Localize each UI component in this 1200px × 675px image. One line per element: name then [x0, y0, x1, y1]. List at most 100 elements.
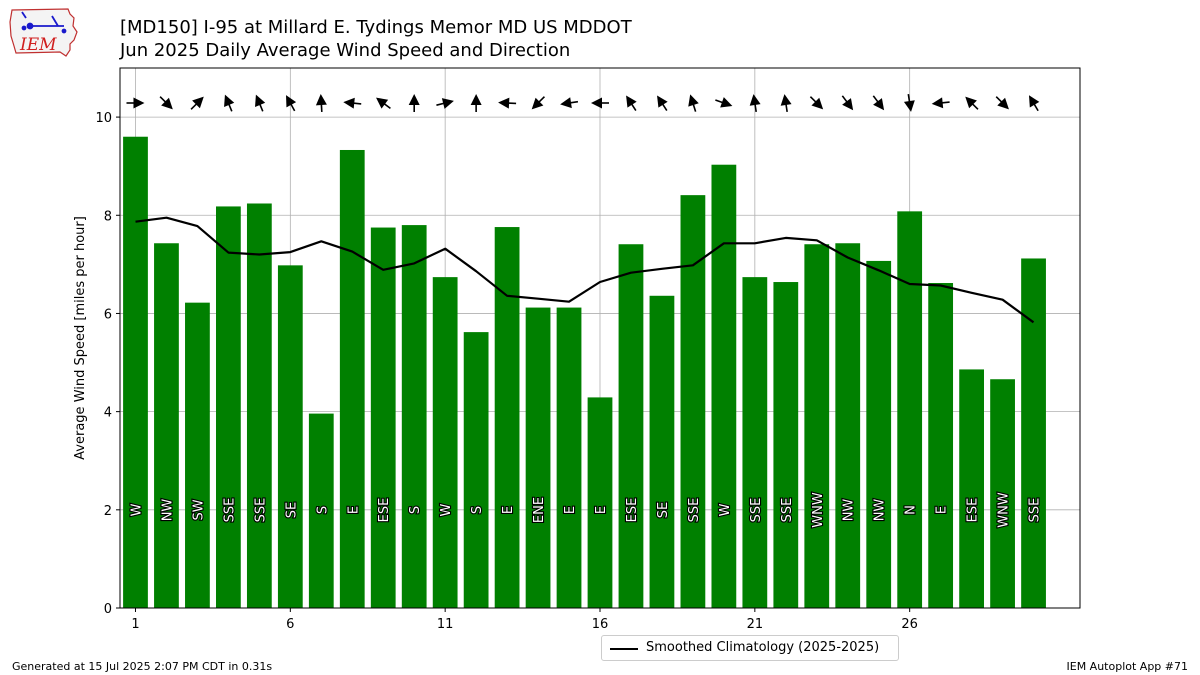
- x-tick-label: 11: [437, 617, 454, 632]
- wind-vector-head: [133, 97, 145, 109]
- direction-label: E: [594, 506, 609, 514]
- wind-vector-arrow: [903, 93, 915, 112]
- wind-vector-arrow: [408, 94, 420, 112]
- bar: [154, 243, 179, 608]
- x-tick-label: 21: [747, 617, 764, 632]
- direction-label: E: [501, 506, 516, 514]
- y-axis: 0 2 4 6 8 10: [95, 111, 120, 617]
- bar: [835, 243, 861, 608]
- wind-vector-head: [376, 97, 389, 109]
- direction-label: SE: [656, 502, 671, 518]
- iem-logo: IEM: [9, 8, 78, 57]
- wind-vector-head: [531, 97, 544, 110]
- wind-vector-head: [657, 95, 668, 108]
- bar: [339, 149, 365, 608]
- bar: [246, 203, 272, 608]
- x-tick-label: 6: [286, 617, 294, 632]
- bar: [494, 227, 520, 608]
- bar: [866, 260, 892, 608]
- wind-vector-head: [931, 97, 944, 109]
- direction-label: NW: [873, 499, 888, 522]
- x-axis: 1 6 11 16 21 26: [131, 608, 918, 632]
- wind-vector-arrow: [872, 95, 885, 111]
- bar: [216, 206, 241, 608]
- bar: [990, 379, 1015, 608]
- bar: [649, 295, 675, 608]
- wind-vector-head: [997, 97, 1009, 110]
- climatology-series-line: [135, 216, 1035, 324]
- wind-vector-head: [903, 100, 915, 112]
- bar: [463, 332, 489, 608]
- x-tick-label: 1: [131, 617, 139, 632]
- wind-vector-arrow: [376, 97, 391, 110]
- wind-vector-arrow: [688, 94, 699, 112]
- wind-vector-head: [441, 98, 454, 109]
- direction-label: NW: [160, 499, 175, 522]
- wind-vector-head: [842, 98, 854, 111]
- bar: [959, 369, 984, 608]
- bar: [308, 413, 334, 608]
- wind-vector-head: [315, 94, 327, 106]
- bar: [401, 225, 427, 608]
- y-tick-label: 8: [104, 209, 112, 224]
- bars: [123, 136, 1046, 609]
- bar: [123, 136, 148, 608]
- logo-text: IEM: [19, 35, 57, 55]
- wind-vector-arrow: [470, 94, 482, 112]
- direction-label: W: [718, 503, 733, 516]
- y-tick-label: 4: [104, 406, 112, 421]
- direction-labels: W NW SW SSE SSE SE S E ESE S W S E ENE E E ESE SE SSE W SSE S…: [128, 491, 1043, 529]
- direction-label: N: [904, 505, 919, 515]
- iowa-state-outline: [9, 8, 78, 57]
- wind-vector-arrow: [315, 94, 327, 113]
- wind-vector-head: [873, 98, 885, 111]
- wind-vector-arrow: [436, 98, 454, 109]
- direction-label: E: [563, 506, 578, 514]
- y-tick-label: 6: [104, 307, 112, 322]
- chart-subtitle: Jun 2025 Daily Average Wind Speed and Di…: [120, 40, 571, 61]
- wind-vector-arrow: [126, 97, 145, 109]
- legend-label: Smoothed Climatology (2025-2025): [646, 640, 880, 655]
- wind-vector-arrow: [498, 97, 517, 109]
- direction-label: ESE: [625, 498, 640, 523]
- direction-label: S: [470, 506, 485, 514]
- direction-label: SSE: [687, 498, 702, 523]
- wind-vector-arrow: [749, 94, 761, 113]
- footer-app: IEM Autoplot App #71: [1066, 660, 1189, 673]
- wind-vector-head: [811, 97, 824, 110]
- direction-label: ESE: [966, 498, 981, 523]
- wind-vector-head: [1028, 95, 1040, 108]
- wind-vector-head: [161, 97, 173, 110]
- wind-vector-arrow: [286, 95, 297, 112]
- direction-label: SSE: [1028, 498, 1043, 523]
- y-tick-label: 10: [95, 111, 112, 126]
- wind-vector-head: [255, 94, 266, 107]
- bar: [277, 265, 303, 608]
- wind-vector-head: [498, 97, 510, 109]
- footer-generated: Generated at 15 Jul 2025 2:07 PM CDT in …: [12, 660, 273, 673]
- bar: [680, 195, 706, 609]
- wind-vector-arrow: [841, 95, 854, 111]
- wind-vector-arrow: [190, 96, 204, 110]
- y-axis-label: Average Wind Speed [miles per hour]: [73, 216, 88, 460]
- wind-vector-head: [626, 95, 637, 108]
- wind-vector-head: [965, 96, 977, 109]
- direction-label: SSE: [253, 498, 268, 523]
- direction-label: W: [439, 503, 454, 516]
- wind-vector-head: [749, 94, 761, 106]
- wind-vector-head: [720, 97, 733, 108]
- wind-vector-arrow: [626, 95, 637, 111]
- bar: [773, 282, 799, 608]
- legend: Smoothed Climatology (2025-2025): [601, 635, 899, 661]
- bar: [1021, 258, 1046, 608]
- x-tick-label: 26: [901, 617, 918, 632]
- wind-vector-head: [192, 96, 204, 109]
- bar: [711, 164, 737, 608]
- climatology-line: [135, 216, 1035, 324]
- wind-vector-arrow: [715, 97, 733, 108]
- wind-vector-head: [688, 94, 699, 107]
- direction-label: E: [346, 506, 361, 514]
- bar: [742, 277, 768, 608]
- bar: [525, 307, 551, 608]
